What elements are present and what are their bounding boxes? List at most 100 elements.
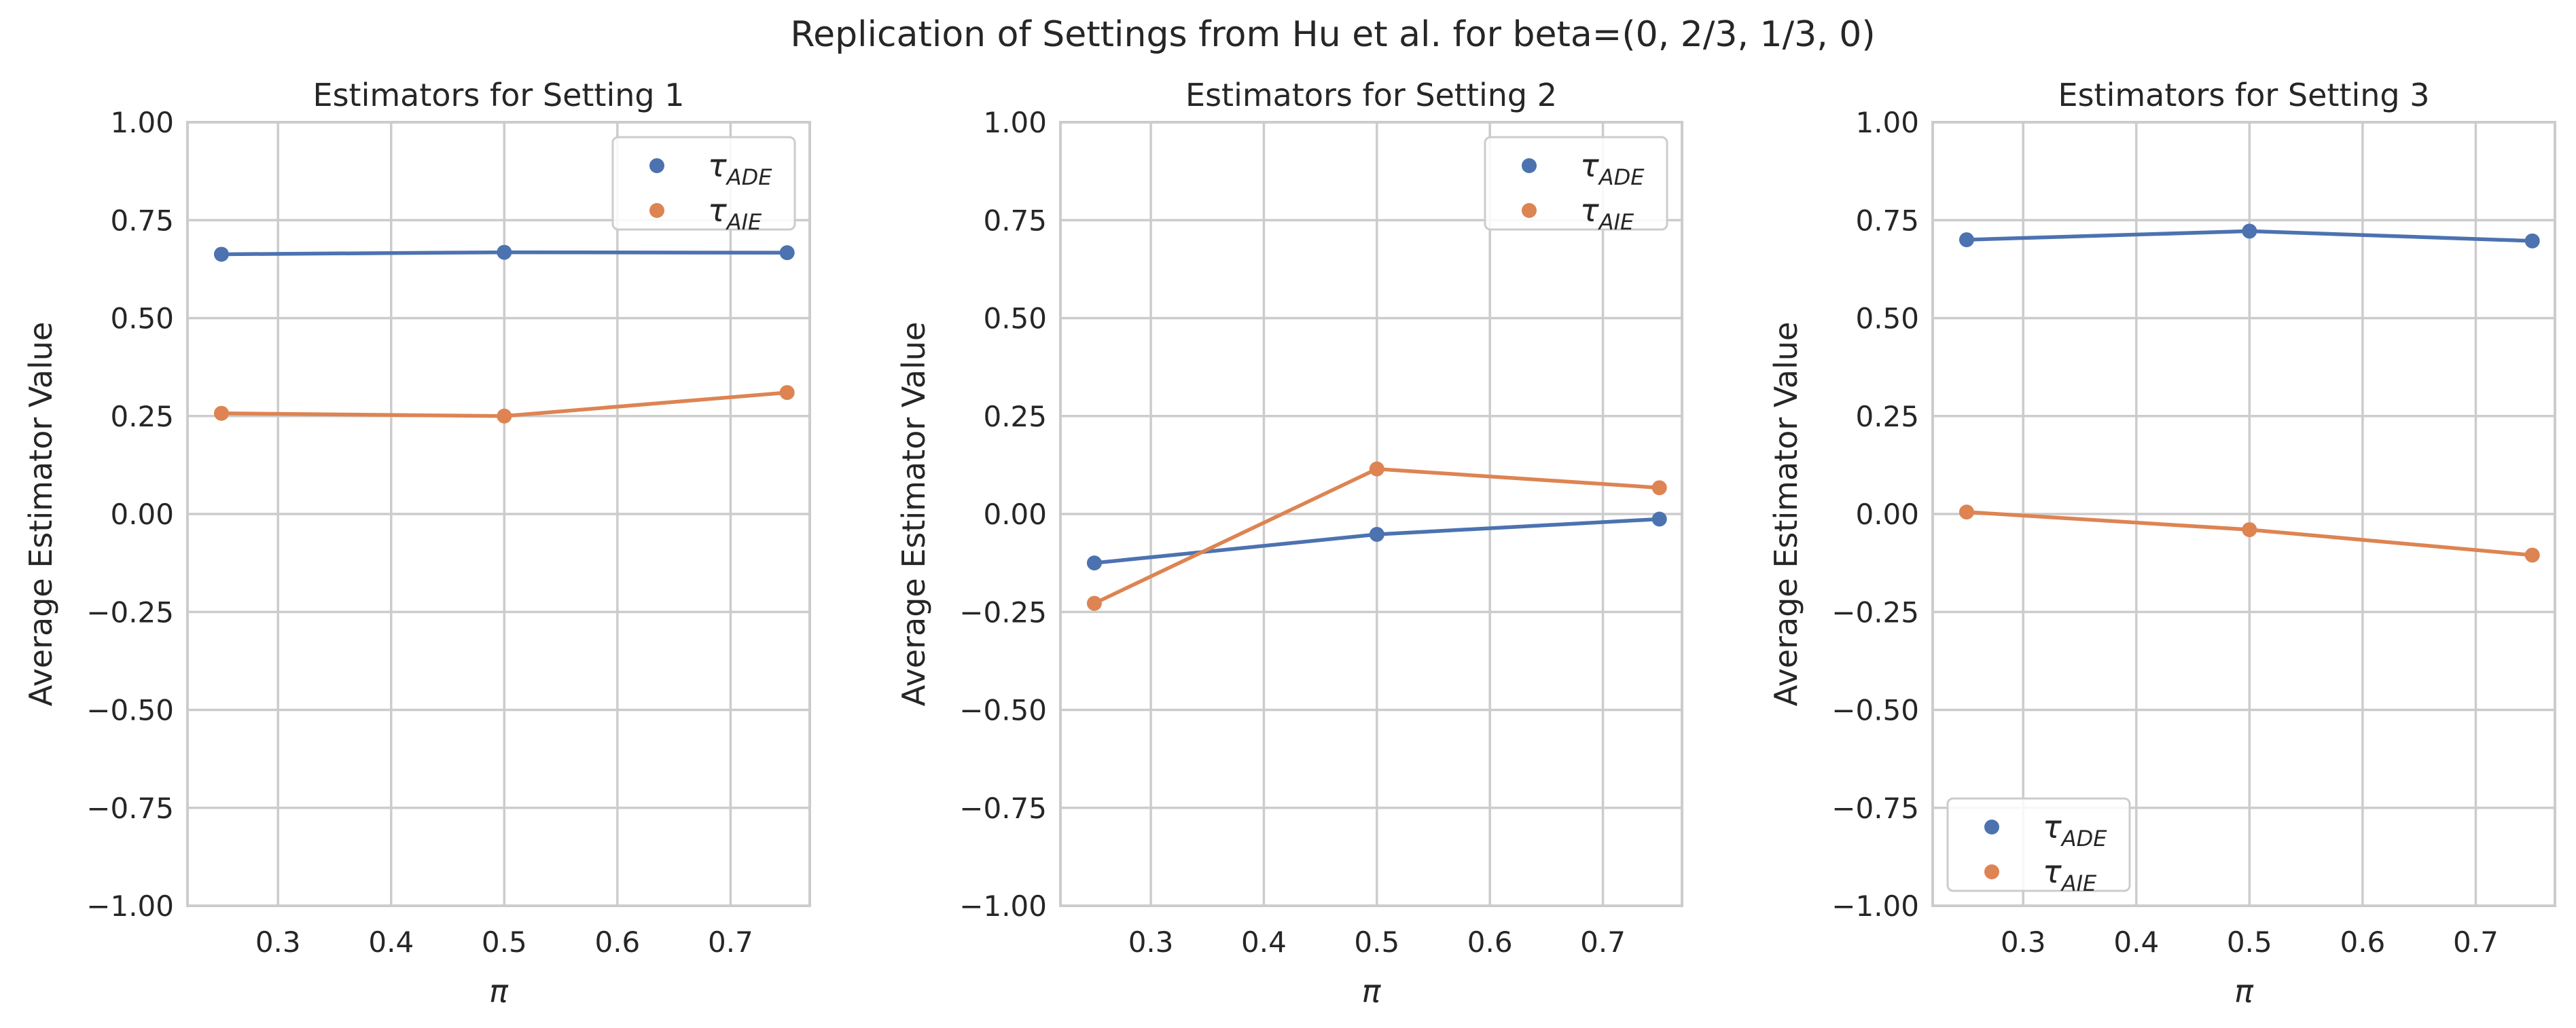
legend-subscript: ADE — [726, 164, 773, 190]
data-point — [1651, 480, 1667, 496]
y-tick-label: −0.75 — [959, 792, 1047, 825]
data-point — [2524, 547, 2540, 563]
y-axis-label: Average Estimator Value — [22, 322, 59, 706]
series-ade — [1086, 511, 1667, 571]
y-tick-label: 0.25 — [110, 400, 174, 433]
y-tick-label: −1.00 — [959, 889, 1047, 923]
legend-marker — [649, 158, 664, 173]
y-tick-label: 1.00 — [1855, 106, 1919, 139]
y-tick-label: 0.00 — [110, 498, 174, 531]
x-tick-label: 0.4 — [2113, 925, 2159, 959]
legend-subscript: ADE — [2060, 826, 2108, 851]
x-tick-label: 0.4 — [368, 925, 414, 959]
y-tick-label: −0.50 — [1831, 694, 1919, 727]
x-axis-label: π — [1362, 973, 1382, 1010]
data-point — [2242, 223, 2257, 239]
y-tick-label: 0.75 — [110, 204, 174, 237]
legend-marker — [1522, 203, 1537, 218]
data-point — [213, 405, 229, 421]
data-point — [1651, 511, 1667, 527]
data-point — [2524, 233, 2540, 249]
legend-marker — [1522, 158, 1537, 173]
y-tick-label: 0.75 — [983, 204, 1047, 237]
x-tick-label: 0.5 — [482, 925, 527, 959]
y-tick-label: −0.50 — [959, 694, 1047, 727]
legend-marker — [649, 203, 664, 218]
data-point — [779, 245, 795, 261]
series-ade — [1958, 223, 2540, 249]
x-axis-label: π — [489, 973, 509, 1010]
axes-frame — [1059, 121, 1683, 907]
data-point — [1958, 504, 1974, 520]
series-aie — [1086, 461, 1667, 611]
x-tick-label: 0.5 — [2227, 925, 2272, 959]
legend-subscript: AIE — [2060, 870, 2097, 896]
legend-entry: τADE — [2043, 809, 2107, 851]
legend-symbol: τ — [708, 192, 727, 229]
y-tick-label: 0.50 — [110, 302, 174, 335]
data-point — [497, 244, 512, 260]
y-tick-label: 0.25 — [983, 400, 1047, 433]
data-point — [779, 385, 795, 401]
x-tick-label: 0.4 — [1241, 925, 1287, 959]
y-tick-label: 0.00 — [1855, 498, 1919, 531]
legend-subscript: AIE — [1598, 209, 1634, 235]
legend-entry: τADE — [1580, 147, 1645, 190]
series-aie — [1958, 504, 2540, 563]
y-tick-label: 0.00 — [983, 498, 1047, 531]
legend-marker — [1984, 864, 1999, 879]
data-point — [497, 408, 512, 424]
x-tick-label: 0.6 — [594, 925, 640, 959]
y-tick-label: 1.00 — [110, 106, 174, 139]
legend-entry: τAIE — [1580, 192, 1634, 235]
x-tick-label: 0.3 — [2001, 925, 2046, 959]
y-tick-label: −1.00 — [86, 889, 174, 923]
subplot-title: Estimators for Setting 2 — [1185, 77, 1557, 113]
x-tick-label: 0.6 — [2340, 925, 2385, 959]
legend-subscript: ADE — [1598, 164, 1645, 190]
subplot-3: 0.3 0.4 0.5 0.6 0.7 −1.00 −0.75 −0.50 −0.25 0.00 0… — [1768, 77, 2556, 1010]
y-axis-label: Average Estimator Value — [895, 322, 932, 706]
subplot-title: Estimators for Setting 1 — [313, 77, 685, 113]
y-tick-label: −0.25 — [959, 595, 1047, 629]
x-tick-label: 0.3 — [255, 925, 301, 959]
legend-symbol: τ — [708, 147, 727, 184]
data-point — [1086, 555, 1102, 571]
y-tick-label: 0.50 — [1855, 302, 1919, 335]
x-tick-label: 0.5 — [1354, 925, 1399, 959]
y-tick-label: −0.75 — [86, 792, 174, 825]
subplot-2: 0.3 0.4 0.5 0.6 0.7 −1.00 −0.75 −0.50 −0.25 0.00 0… — [895, 77, 1683, 1010]
legend-marker — [1984, 820, 1999, 834]
x-tick-label: 0.7 — [1580, 925, 1626, 959]
x-tick-label: 0.7 — [2453, 925, 2499, 959]
y-tick-label: −0.25 — [86, 595, 174, 629]
x-tick-label: 0.3 — [1128, 925, 1174, 959]
axes-frame — [186, 121, 811, 907]
y-tick-label: 0.25 — [1855, 400, 1919, 433]
series-aie — [213, 385, 795, 424]
y-tick-label: 1.00 — [983, 106, 1047, 139]
data-point — [1086, 595, 1102, 611]
figure-suptitle: Replication of Settings from Hu et al. f… — [790, 14, 1875, 55]
subplot-title: Estimators for Setting 3 — [2058, 77, 2430, 113]
legend-subscript: AIE — [726, 209, 762, 235]
data-point — [1958, 232, 1974, 248]
y-tick-label: −1.00 — [1831, 889, 1919, 923]
x-tick-label: 0.6 — [1467, 925, 1513, 959]
legend-entry: τAIE — [2043, 853, 2097, 896]
legend-symbol: τ — [2043, 809, 2062, 845]
legend-symbol: τ — [2043, 853, 2062, 890]
legend-entry: τAIE — [708, 192, 762, 235]
x-tick-label: 0.7 — [708, 925, 753, 959]
y-tick-label: −0.25 — [1831, 595, 1919, 629]
legend-symbol: τ — [1580, 147, 1599, 184]
x-axis-label: π — [2234, 973, 2254, 1010]
data-point — [1369, 461, 1384, 477]
series-ade — [213, 244, 795, 262]
subplot-1: 0.3 0.4 0.5 0.6 0.7 −1.00 −0.75 −0.50 −0.25 0.00 0… — [22, 77, 811, 1010]
y-axis-label: Average Estimator Value — [1768, 322, 1804, 706]
y-tick-label: 0.75 — [1855, 204, 1919, 237]
y-tick-label: −0.50 — [86, 694, 174, 727]
